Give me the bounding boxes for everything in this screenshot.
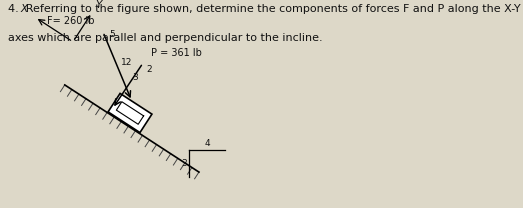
Text: 12: 12 — [121, 58, 132, 67]
Text: 2: 2 — [146, 65, 152, 74]
Text: 4: 4 — [204, 139, 210, 148]
Text: P = 361 lb: P = 361 lb — [151, 48, 202, 58]
Text: 5: 5 — [109, 30, 115, 39]
Polygon shape — [108, 93, 152, 132]
Text: 4.  Referring to the figure shown, determine the components of forces F and P al: 4. Referring to the figure shown, determ… — [8, 4, 520, 14]
Text: axes which are parallel and perpendicular to the incline.: axes which are parallel and perpendicula… — [8, 33, 323, 43]
Text: 3: 3 — [181, 159, 187, 168]
Text: 3: 3 — [132, 73, 138, 82]
Text: X: X — [20, 4, 27, 14]
Text: F= 260 lb: F= 260 lb — [48, 16, 95, 26]
Text: Y: Y — [95, 0, 101, 10]
